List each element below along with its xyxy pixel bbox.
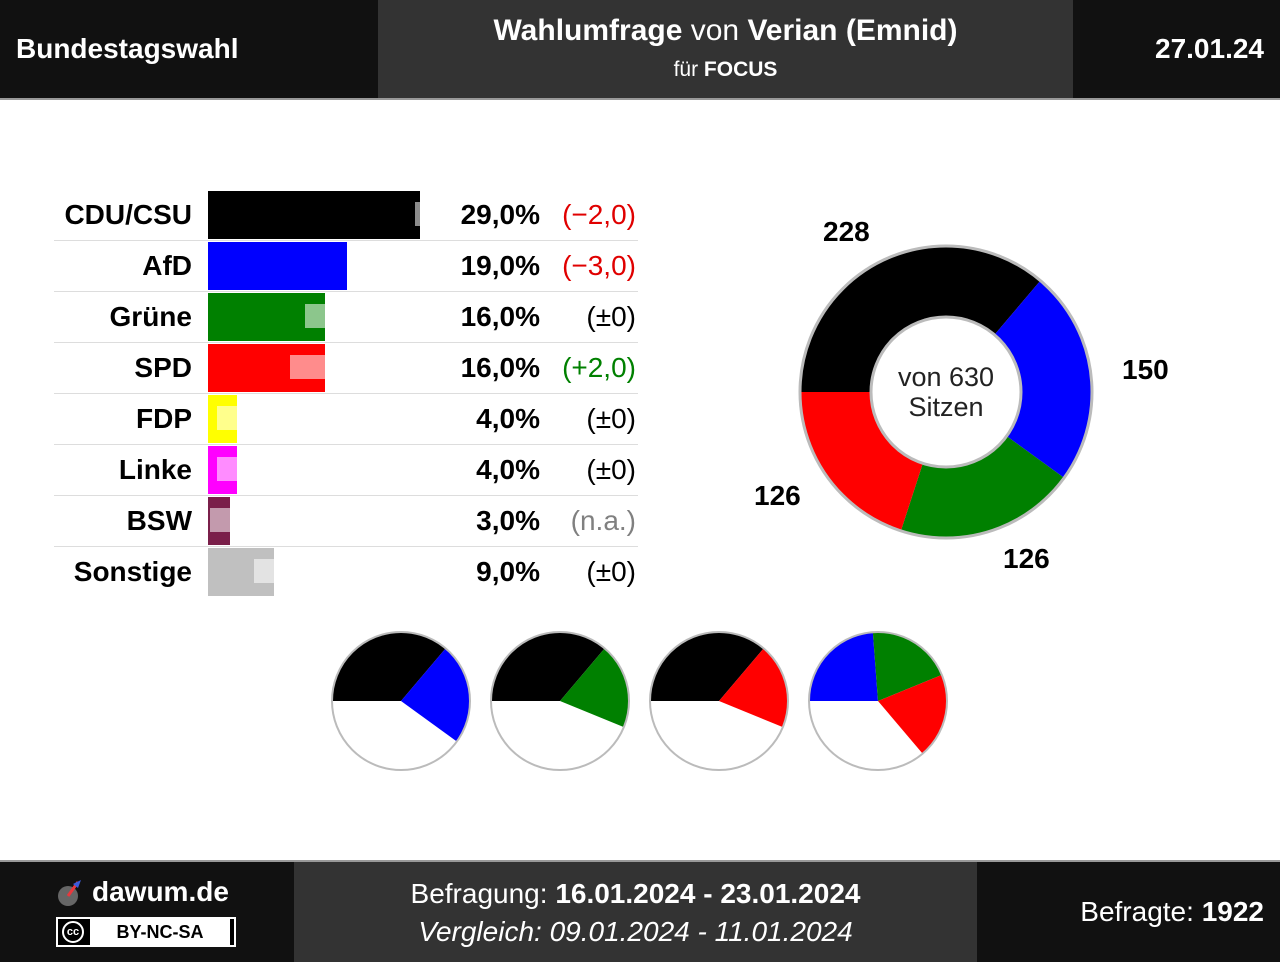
poll-client-name: FOCUS (703, 58, 778, 81)
poll-title-a: Wahlumfrage (493, 14, 683, 47)
seat-segment (800, 246, 1041, 392)
seat-donut-hole (869, 315, 1023, 469)
seat-count-label: 126 (1003, 543, 1050, 574)
poll-title: Wahlumfrage von Verian (Emnid) (378, 14, 1073, 48)
coalition-segment (719, 648, 789, 728)
party-name: SPD (134, 352, 192, 383)
party-percentage: 4,0% (476, 403, 540, 434)
previous-value-marker (209, 508, 250, 532)
previous-value-marker (414, 202, 455, 226)
party-row: Linke 4,0% (±0) (54, 445, 638, 496)
coalition-pie-outline (808, 631, 948, 771)
coalition-segment (809, 632, 878, 701)
coalition-segment (872, 632, 942, 701)
coalition-segment (332, 631, 446, 701)
coalition-segment (650, 631, 764, 701)
site-link[interactable]: dawum.de (92, 876, 229, 907)
party-change: (+2,0) (562, 352, 636, 383)
coalition-pie-outline (331, 631, 471, 771)
dawum-logo-icon (58, 880, 81, 906)
party-change: (±0) (586, 301, 636, 332)
survey-period-label: Befragung: (410, 878, 548, 909)
party-change: (−2,0) (562, 199, 636, 230)
coalition-segment (491, 631, 605, 701)
previous-value-marker (348, 253, 389, 277)
license-badge[interactable]: cc BY-NC-SA (56, 917, 236, 947)
seat-segment (994, 280, 1092, 478)
party-row: Sonstige 9,0% (±0) (54, 547, 638, 597)
respondents-value: 1922 (1201, 896, 1264, 927)
seat-count-label: 150 (1122, 354, 1169, 385)
party-row: SPD 16,0% (+2,0) (54, 343, 638, 394)
party-name: FDP (136, 403, 192, 434)
party-change: (±0) (586, 403, 636, 434)
seat-segment (800, 392, 923, 531)
party-bar (208, 191, 420, 239)
survey-period-value: 16.01.2024 - 23.01.2024 (555, 878, 861, 909)
seat-total-line2: Sitzen (908, 392, 984, 422)
party-name: BSW (126, 505, 192, 536)
party-row: AfD 19,0% (−3,0) (54, 241, 638, 292)
seat-total-line1: von 630 (897, 362, 995, 392)
coalition-segment (560, 648, 629, 728)
license-text: BY-NC-SA (90, 919, 230, 945)
party-percentage: 19,0% (460, 250, 540, 281)
party-name: Sonstige (73, 556, 192, 587)
party-row: Grüne 16,0% (±0) (54, 292, 638, 343)
party-percentage: 29,0% (460, 199, 540, 230)
coalition-pie-outline (490, 631, 630, 771)
footer: dawum.de cc BY-NC-SA Befragung: 16.01.20… (0, 860, 1280, 962)
seat-total-label: von 630 Sitzen (871, 362, 1021, 422)
comparison-period: Vergleich: 09.01.2024 - 11.01.2024 (418, 916, 853, 947)
previous-value-marker (290, 355, 331, 379)
respondents: Befragte: 1922 (977, 862, 1280, 962)
poll-client-prefix: für (673, 58, 699, 81)
header-date: 27.01.24 (1073, 0, 1280, 98)
party-change: (n.a.) (570, 505, 636, 536)
coalition-pie-outline (649, 631, 789, 771)
previous-value-marker (253, 559, 294, 583)
party-percentage: 4,0% (476, 454, 540, 485)
party-bar (208, 242, 347, 290)
party-name: CDU/CSU (64, 199, 192, 230)
party-change: (−3,0) (562, 250, 636, 281)
previous-value-marker (217, 406, 258, 430)
header-title-block: Wahlumfrage von Verian (Emnid) für FOCUS (378, 0, 1073, 98)
poll-institute: Verian (Emnid) (747, 14, 958, 47)
poll-client: für FOCUS (378, 58, 1073, 82)
party-name: Grüne (109, 301, 192, 332)
party-row: FDP 4,0% (±0) (54, 394, 638, 445)
poll-title-b: von (690, 14, 740, 47)
footer-dates: Befragung: 16.01.2024 - 23.01.2024 Vergl… (294, 862, 977, 962)
party-percentage: 3,0% (476, 505, 540, 536)
party-row: CDU/CSU 29,0% (−2,0) (54, 190, 638, 241)
seat-donut-outline (798, 244, 1094, 540)
seat-segment (900, 436, 1065, 538)
header-election: Bundestagswahl (0, 0, 378, 98)
survey-period: Befragung: 16.01.2024 - 23.01.2024 (294, 878, 977, 910)
coalition-segment (401, 648, 471, 742)
footer-branding: dawum.de cc BY-NC-SA (0, 862, 294, 962)
header: Bundestagswahl Wahlumfrage von Verian (E… (0, 0, 1280, 100)
party-change: (±0) (586, 556, 636, 587)
previous-value-marker (217, 457, 258, 481)
seat-count-label: 126 (754, 480, 801, 511)
party-name: AfD (142, 250, 192, 281)
coalition-segment (878, 674, 948, 754)
respondents-label: Befragte: (1080, 896, 1194, 927)
party-row: BSW 3,0% (n.a.) (54, 496, 638, 547)
party-percentage: 16,0% (460, 352, 540, 383)
seat-count-label: 228 (823, 216, 870, 247)
cc-icon: cc (62, 921, 84, 943)
party-percentage: 16,0% (460, 301, 540, 332)
party-name: Linke (118, 454, 192, 485)
party-change: (±0) (586, 454, 636, 485)
party-percentage: 9,0% (476, 556, 540, 587)
previous-value-marker (304, 304, 345, 328)
